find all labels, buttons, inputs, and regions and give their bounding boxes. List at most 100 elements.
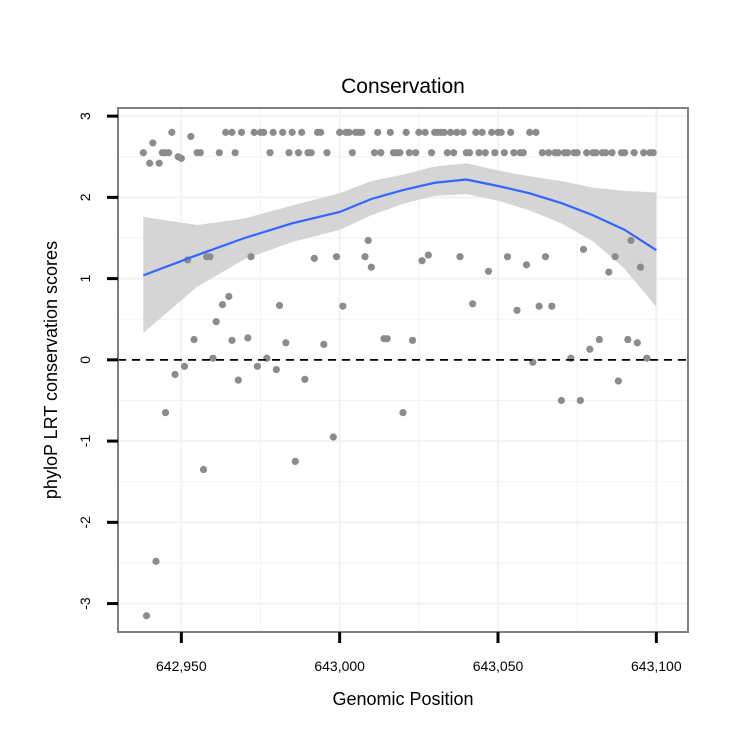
data-point	[199, 465, 208, 474]
smooth-fit-line	[142, 178, 657, 277]
data-point	[513, 306, 521, 314]
data-point	[595, 335, 603, 344]
data-point	[507, 128, 515, 136]
data-point	[608, 149, 616, 157]
y-axis-title: phyloP LRT conservation scores	[41, 241, 61, 499]
data-point	[415, 128, 423, 136]
data-point	[228, 336, 236, 344]
data-point	[161, 409, 170, 417]
y-tick-label: 3	[77, 112, 93, 120]
data-point	[475, 149, 483, 157]
data-point	[260, 128, 268, 136]
data-point	[298, 128, 306, 136]
data-point	[206, 253, 214, 261]
data-point	[329, 433, 337, 441]
data-point	[288, 128, 296, 136]
data-point	[247, 253, 255, 261]
data-point	[630, 149, 638, 157]
data-point	[374, 128, 382, 136]
plot-frame	[117, 107, 689, 633]
confidence-band-area	[143, 163, 657, 334]
data-point	[187, 132, 195, 141]
data-points	[139, 128, 657, 620]
data-point	[165, 149, 173, 157]
data-point	[285, 149, 293, 157]
data-point	[469, 300, 477, 308]
data-point	[228, 128, 236, 136]
data-point	[234, 376, 242, 384]
data-point	[142, 612, 151, 620]
data-point	[218, 301, 227, 309]
data-point	[377, 149, 385, 157]
y-tick-label: -2	[77, 516, 93, 529]
data-point	[323, 149, 331, 157]
data-point	[446, 128, 455, 136]
y-tick-label: 2	[77, 193, 93, 201]
data-point	[386, 128, 394, 136]
data-point	[421, 128, 429, 136]
data-point	[339, 302, 347, 310]
data-point	[412, 149, 420, 157]
data-point	[465, 149, 474, 157]
data-point	[453, 128, 461, 136]
data-point	[579, 245, 588, 253]
data-point	[180, 362, 189, 370]
data-point	[459, 128, 467, 136]
data-point	[139, 149, 147, 157]
chart-title: Conservation	[341, 75, 465, 98]
data-point	[478, 128, 486, 136]
data-point	[573, 149, 581, 157]
y-tick-label: 0	[77, 356, 93, 364]
data-point	[643, 354, 651, 362]
data-point	[484, 267, 493, 275]
data-point	[443, 149, 451, 157]
data-point	[592, 149, 600, 157]
smooth-fit	[142, 178, 657, 277]
data-point	[456, 253, 464, 261]
data-point	[370, 149, 379, 157]
data-point	[364, 236, 372, 245]
data-point	[272, 365, 280, 374]
data-point	[418, 257, 426, 265]
data-point	[481, 149, 489, 157]
data-point	[488, 128, 496, 136]
x-axis: 642,950 643,000 643,050 643,100	[156, 632, 682, 674]
data-point	[269, 128, 277, 136]
data-point	[155, 159, 163, 167]
data-point	[294, 149, 303, 157]
data-point	[583, 149, 591, 157]
data-point	[554, 149, 562, 157]
data-point	[519, 149, 527, 157]
x-tick-label: 643,100	[631, 658, 682, 674]
data-point	[215, 149, 223, 157]
data-point	[649, 149, 657, 157]
data-point	[586, 345, 594, 353]
data-point	[532, 128, 540, 136]
confidence-band	[143, 163, 657, 334]
data-point	[291, 457, 299, 465]
data-point	[146, 159, 154, 167]
data-point	[497, 128, 505, 136]
x-tick-label: 643,000	[314, 658, 365, 674]
data-point	[541, 253, 550, 261]
data-point	[440, 128, 448, 136]
data-point	[624, 335, 632, 344]
data-point	[367, 263, 375, 271]
data-point	[491, 149, 499, 157]
data-point	[548, 302, 556, 310]
data-point	[427, 149, 436, 157]
data-point	[307, 149, 315, 157]
data-point	[336, 128, 344, 136]
data-point	[564, 149, 572, 157]
data-point	[526, 128, 534, 136]
data-point	[408, 336, 417, 344]
data-point	[621, 149, 629, 157]
data-point	[225, 292, 233, 301]
data-point	[253, 362, 261, 370]
y-axis: -3 -2 -1 0 1 2 3	[77, 112, 118, 610]
data-point	[250, 128, 258, 136]
data-point	[320, 340, 328, 349]
data-point	[500, 149, 508, 157]
data-point	[317, 128, 325, 136]
x-tick-label: 642,950	[156, 658, 207, 674]
